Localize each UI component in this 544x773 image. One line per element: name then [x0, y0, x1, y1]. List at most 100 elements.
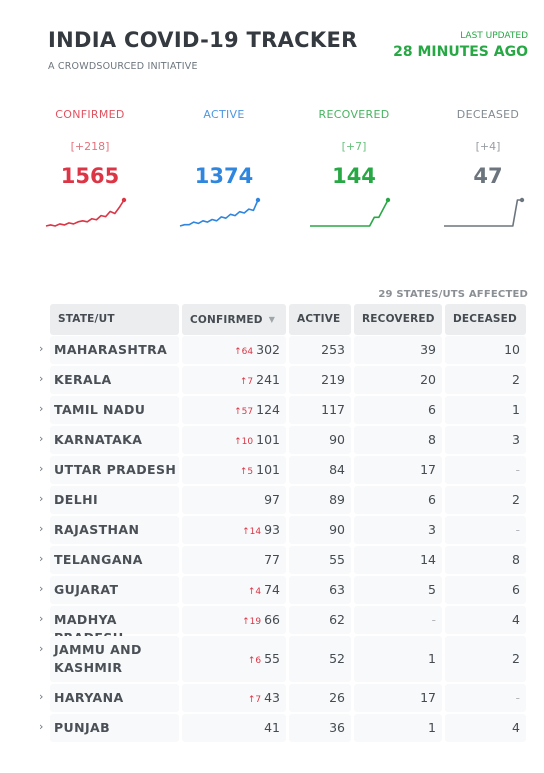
card-recovered: RECOVERED [+7] 144 [292, 108, 416, 248]
cell-deceased: 2 [445, 366, 526, 394]
cell-active: 90 [289, 516, 351, 544]
chevron-right-icon[interactable]: › [39, 342, 44, 355]
sparkline-path [310, 199, 389, 227]
cell-value: 84 [329, 462, 345, 477]
cell-value: 4 [512, 720, 520, 735]
confirmed-delta: ↑6 [247, 656, 262, 666]
confirmed-sparkline [45, 197, 127, 227]
state-name: MADHYA PRADESH [50, 606, 179, 645]
table-row[interactable]: › TAMIL NADU ↑57 124 117 6 1 [34, 396, 526, 426]
cell-deceased: 4 [445, 714, 526, 742]
state-name: RAJASTHAN [50, 516, 179, 544]
cell-value: 10 [504, 342, 520, 357]
cell-deceased: - [445, 456, 526, 484]
cell-value: 43 [264, 690, 280, 705]
table-row[interactable]: › HARYANA ↑7 43 26 17- [34, 684, 526, 714]
confirmed-delta: ↑64 [234, 347, 254, 357]
chevron-right-icon[interactable]: › [39, 612, 44, 625]
cell-deceased: 2 [445, 486, 526, 514]
table-row[interactable]: › UTTAR PRADESH ↑5 101 84 17- [34, 456, 526, 486]
cell-value: 6 [512, 582, 520, 597]
table-row[interactable]: › TELANGANA 77 55 14 8 [34, 546, 526, 576]
chevron-right-icon[interactable]: › [39, 492, 44, 505]
cell-value: 219 [321, 372, 345, 387]
chevron-right-icon[interactable]: › [39, 522, 44, 535]
cell-active: 90 [289, 426, 351, 454]
last-updated-value: 28 MINUTES AGO [393, 44, 528, 60]
state-name: DELHI [50, 486, 179, 514]
cell-value: - [515, 462, 520, 477]
confirmed-delta: ↑14 [242, 527, 262, 537]
cell-confirmed: 97 [182, 486, 286, 514]
table-row[interactable]: › MAHARASHTRA ↑64 302 253 39 10 [34, 336, 526, 366]
card-delta: [+218] [70, 140, 110, 153]
table-row[interactable]: › PUNJAB 41 36 1 4 [34, 714, 526, 744]
column-header-active[interactable]: ACTIVE [289, 304, 351, 335]
cell-active: 219 [289, 366, 351, 394]
state-name: TAMIL NADU [50, 396, 179, 424]
confirmed-delta: ↑5 [239, 467, 254, 477]
cell-value: 77 [264, 552, 280, 567]
cell-value: 5 [428, 582, 436, 597]
cell-confirmed: ↑5 101 [182, 456, 286, 484]
chevron-right-icon[interactable]: › [39, 720, 44, 733]
cell-value: 90 [329, 432, 345, 447]
chevron-right-icon[interactable]: › [39, 372, 44, 385]
chevron-right-icon[interactable]: › [39, 582, 44, 595]
column-header-label: CONFIRMED [190, 314, 263, 326]
table-row[interactable]: › DELHI 97 89 6 2 [34, 486, 526, 516]
column-header-deceased[interactable]: DECEASED [445, 304, 526, 335]
cell-value: 302 [256, 342, 280, 357]
table-row[interactable]: › KERALA ↑7 241 219 20 2 [34, 366, 526, 396]
card-value: 144 [332, 164, 376, 188]
chevron-right-icon[interactable]: › [39, 462, 44, 475]
table-row[interactable]: › JAMMU AND KASHMIR ↑6 55 52 1 2 [34, 636, 526, 684]
cell-value: 55 [329, 552, 345, 567]
chevron-right-icon[interactable]: › [39, 402, 44, 415]
cell-value: 17 [420, 462, 436, 477]
cell-confirmed: ↑14 93 [182, 516, 286, 544]
cell-active: 36 [289, 714, 351, 742]
confirmed-delta: ↑4 [247, 587, 262, 597]
cell-recovered: 6 [354, 486, 442, 514]
cell-value: 124 [256, 402, 280, 417]
cell-active: 63 [289, 576, 351, 604]
sort-down-icon: ▼ [268, 315, 276, 324]
chevron-right-icon[interactable]: › [39, 552, 44, 565]
card-active: ACTIVE 1374 [162, 108, 286, 248]
cell-active: 62 [289, 606, 351, 634]
cell-deceased: 2 [445, 636, 526, 682]
confirmed-delta: ↑7 [239, 377, 254, 387]
cell-active: 89 [289, 486, 351, 514]
cell-confirmed: 77 [182, 546, 286, 574]
page-title: INDIA COVID-19 TRACKER [48, 28, 358, 52]
cell-value: 117 [321, 402, 345, 417]
chevron-right-icon[interactable]: › [39, 690, 44, 703]
table-row[interactable]: › GUJARAT ↑4 74 63 5 6 [34, 576, 526, 606]
cell-value: - [515, 522, 520, 537]
table-row[interactable]: › KARNATAKA ↑10 101 90 8 3 [34, 426, 526, 456]
states-affected-count: 29 STATES/UTS AFFECTED [378, 289, 528, 300]
card-value: 1565 [60, 164, 120, 188]
sparkline-endpoint [519, 197, 525, 203]
cell-value: 1 [428, 720, 436, 735]
cell-value: 8 [512, 552, 520, 567]
column-header-confirmed[interactable]: CONFIRMED ▼ [182, 304, 286, 335]
cell-value: - [431, 612, 436, 627]
card-delta: [+4] [475, 140, 501, 153]
state-name: KARNATAKA [50, 426, 179, 454]
chevron-right-icon[interactable]: › [39, 642, 44, 655]
cell-value: 17 [420, 690, 436, 705]
cell-recovered: 17 [354, 456, 442, 484]
column-header-recovered[interactable]: RECOVERED [354, 304, 442, 335]
column-header-state[interactable]: STATE/UT [50, 304, 179, 335]
cell-value: 39 [420, 342, 436, 357]
cell-value: 93 [264, 522, 280, 537]
header: INDIA COVID-19 TRACKER A CROWDSOURCED IN… [48, 28, 528, 78]
chevron-right-icon[interactable]: › [39, 432, 44, 445]
cell-deceased: - [445, 684, 526, 712]
table-row[interactable]: › RAJASTHAN ↑14 93 90 3- [34, 516, 526, 546]
cell-recovered: 3 [354, 516, 442, 544]
cell-value: 1 [428, 651, 436, 666]
